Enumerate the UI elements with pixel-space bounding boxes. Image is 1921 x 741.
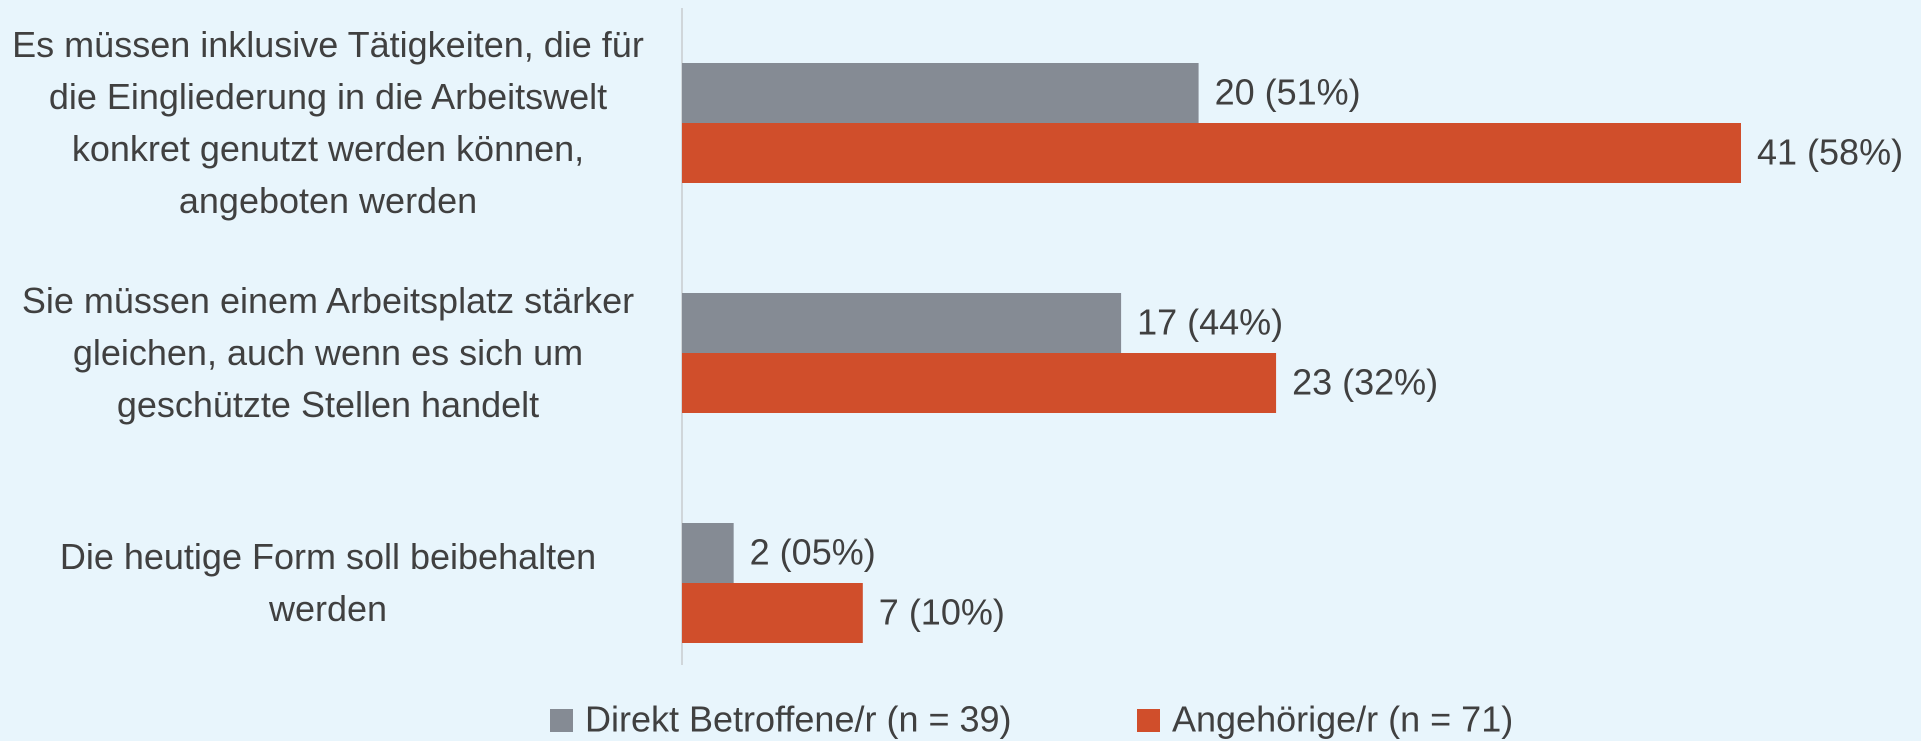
data-label: 2 (05%) — [750, 532, 876, 573]
data-label: 7 (10%) — [879, 592, 1005, 633]
data-label: 41 (58%) — [1757, 132, 1903, 173]
bar — [682, 293, 1122, 353]
bar — [682, 123, 1741, 183]
category-label: Die heutige Form soll beibehalten werden — [59, 536, 597, 629]
bar — [682, 583, 863, 643]
legend-swatch — [550, 709, 573, 732]
bar — [682, 63, 1199, 123]
data-label: 17 (44%) — [1137, 302, 1283, 343]
data-label: 20 (51%) — [1215, 72, 1361, 113]
data-label: 23 (32%) — [1292, 362, 1438, 403]
bar — [682, 353, 1277, 413]
legend-label: Angehörige/r (n = 71) — [1172, 699, 1513, 740]
legend-label: Direkt Betroffene/r (n = 39) — [585, 699, 1012, 740]
bar — [682, 523, 734, 583]
category-label: Es müssen inklusive Tätigkeiten, die für… — [12, 24, 644, 221]
legend-swatch — [1137, 709, 1160, 732]
category-label: Sie müssen einem Arbeitsplatz stärker gl… — [21, 280, 635, 425]
